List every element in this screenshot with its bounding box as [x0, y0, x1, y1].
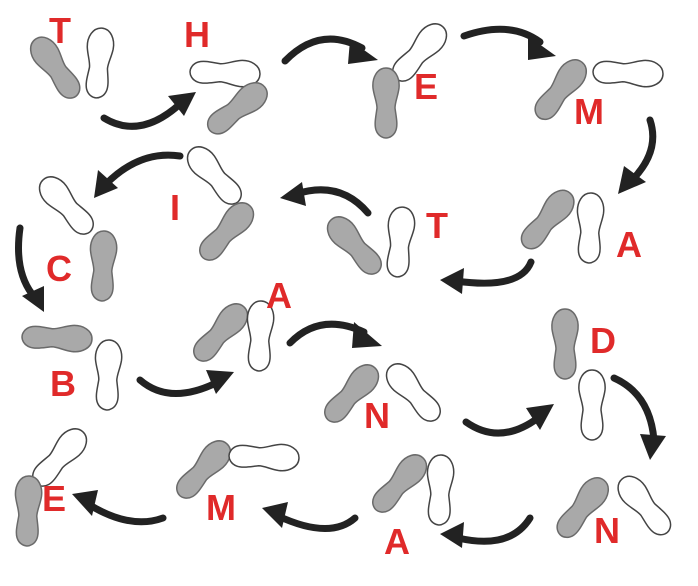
curved-arrow-icon [286, 320, 382, 348]
curved-arrow-icon [280, 182, 372, 217]
curved-arrow-icon [440, 258, 535, 294]
footprint-icon [180, 140, 249, 212]
letter-i: I [170, 187, 181, 228]
footprint-icon [92, 338, 124, 412]
letter-m: M [574, 91, 604, 132]
letter-n: N [594, 510, 620, 551]
footprint-icon [32, 170, 101, 242]
curved-arrow-icon [136, 370, 234, 397]
curved-arrow-icon [15, 224, 44, 312]
footprint-icon [12, 474, 44, 548]
footprint-icon [82, 26, 116, 100]
curved-arrow-icon [440, 514, 534, 548]
curved-arrow-icon [618, 116, 657, 194]
curved-arrow-icon [72, 490, 167, 526]
footprint-icon [578, 369, 606, 441]
footprint-icon [372, 67, 400, 139]
footprint-icon [551, 308, 579, 380]
letter-t: T [426, 205, 448, 246]
curved-arrow-icon [94, 151, 184, 198]
letter-m: M [206, 487, 236, 528]
letter-d: D [590, 320, 616, 361]
curved-arrow-icon [610, 374, 666, 460]
footprint-icon [20, 322, 94, 354]
letter-a: A [616, 224, 642, 265]
footprint-icon [227, 441, 301, 473]
letter-e: E [414, 66, 439, 107]
footprint-icon [514, 183, 581, 256]
footprint-icon [186, 297, 255, 369]
letter-e: E [42, 478, 67, 519]
footprint-icon [424, 453, 456, 527]
footprint-icon [574, 191, 606, 265]
footprint-icon [383, 205, 417, 279]
footprint-icon [87, 229, 119, 303]
footprint-icon [379, 357, 448, 429]
letter-c: C [46, 248, 72, 289]
letter-a: A [384, 521, 410, 562]
letter-t: T [49, 10, 71, 51]
letter-a: A [266, 275, 292, 316]
curved-arrow-icon [262, 502, 359, 532]
footprint-icon [611, 469, 678, 542]
footprint-icon [320, 210, 389, 282]
letter-b: B [50, 363, 76, 404]
footprint-icon [192, 196, 261, 268]
footprint-icon [365, 448, 434, 520]
curved-arrow-icon [281, 35, 378, 65]
curved-arrow-icon [462, 404, 554, 437]
letter-h: H [184, 14, 210, 55]
curved-arrow-icon [460, 25, 556, 60]
footprint-icon [591, 57, 665, 89]
letter-n: N [364, 395, 390, 436]
curved-arrow-icon [100, 92, 196, 130]
